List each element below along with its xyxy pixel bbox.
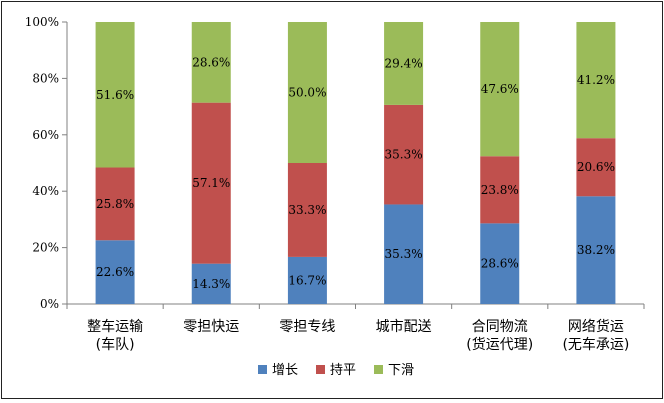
data-label: 23.8% <box>481 183 519 197</box>
category-label: 网络货运 <box>568 318 624 335</box>
legend-label: 增长 <box>272 363 298 378</box>
category-label: 合同物流 <box>472 319 528 335</box>
bar-segment <box>576 196 616 304</box>
y-tick-label: 20% <box>32 241 59 255</box>
y-tick-label: 80% <box>32 71 59 85</box>
category-label: 零担专线 <box>279 319 335 335</box>
y-tick-label: 0% <box>40 297 59 311</box>
data-label: 14.3% <box>192 277 230 291</box>
legend-swatch <box>374 365 383 374</box>
category-label: (车队) <box>96 336 135 353</box>
legend-swatch <box>258 365 267 374</box>
bar-segment <box>384 22 424 105</box>
legend-swatch <box>316 365 325 374</box>
data-label: 35.3% <box>385 148 423 162</box>
data-label: 25.8% <box>96 197 134 211</box>
bar-segment <box>480 22 520 157</box>
data-label: 41.2% <box>577 73 615 87</box>
category-label: (货运代理) <box>466 336 533 353</box>
bar-segment <box>287 163 327 257</box>
bar-segment <box>95 167 135 241</box>
data-label: 16.7% <box>288 273 326 287</box>
data-label: 28.6% <box>481 257 519 271</box>
data-label: 50.0% <box>288 86 326 100</box>
category-label: 整车运输 <box>87 318 143 335</box>
y-tick-label: 60% <box>32 128 59 142</box>
data-label: 33.3% <box>288 203 326 217</box>
bar-segment <box>191 263 231 304</box>
y-tick-label: 100% <box>25 15 59 29</box>
bar-segment <box>191 102 231 264</box>
y-tick-label: 40% <box>32 184 59 198</box>
bar-segment <box>191 22 231 103</box>
bar-segment <box>480 156 520 224</box>
data-label: 47.6% <box>481 82 519 96</box>
bar-segment <box>576 138 616 197</box>
data-label: 57.1% <box>192 176 230 190</box>
bar-segment <box>384 104 424 205</box>
data-label: 51.6% <box>96 88 134 102</box>
category-label: 城市配送 <box>376 318 432 335</box>
bar-segment <box>384 204 424 304</box>
bar-segment <box>287 22 327 163</box>
data-label: 29.4% <box>385 56 423 70</box>
bar-segment <box>95 22 135 168</box>
stacked-bar-chart: 0% 20% 40% 60% 80% 100% 22.6% 25.8% 51.6% 整车运输(车队… <box>25 15 645 378</box>
bar-segment <box>287 256 327 304</box>
data-label: 28.6% <box>192 55 230 69</box>
bar-segment <box>480 223 520 304</box>
bar-segment <box>95 240 135 304</box>
bar-segment <box>576 22 616 139</box>
category-label: 零担快运 <box>183 319 239 335</box>
legend-label: 下滑 <box>388 363 414 378</box>
data-label: 38.2% <box>577 243 615 257</box>
category-label: (无车承运) <box>562 336 629 353</box>
data-label: 22.6% <box>96 265 134 279</box>
legend-label: 持平 <box>330 363 356 378</box>
data-label: 35.3% <box>385 247 423 261</box>
data-label: 20.6% <box>577 160 615 174</box>
